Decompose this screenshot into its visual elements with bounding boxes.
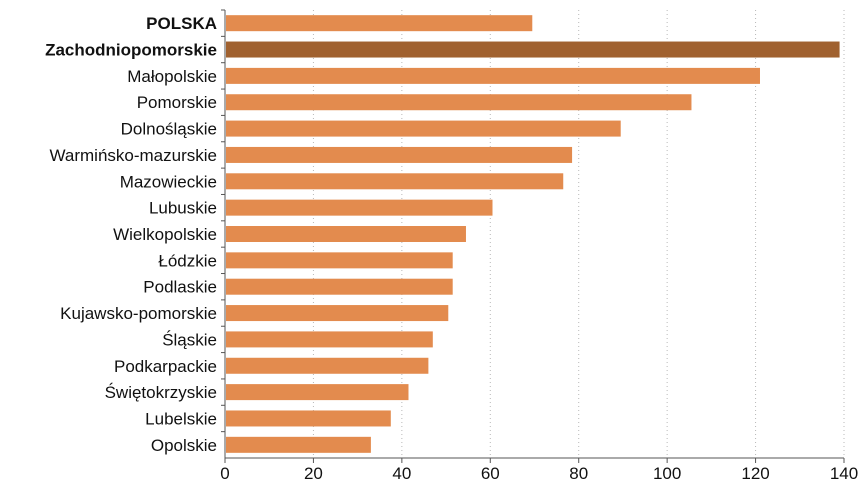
category-label: Łódzkie <box>158 251 217 270</box>
x-tick-label: 140 <box>830 464 858 483</box>
bar <box>226 94 692 111</box>
x-tick-label: 40 <box>392 464 411 483</box>
category-label: Podlaskie <box>143 278 217 297</box>
category-labels: POLSKA Zachodniopomorskie Małopolskie Pomor… <box>45 14 217 455</box>
bar <box>226 67 760 84</box>
x-tick-label: 120 <box>741 464 769 483</box>
category-label: Zachodniopomorskie <box>45 41 217 60</box>
x-tick-label: 60 <box>481 464 500 483</box>
category-label: Kujawsko-pomorskie <box>60 304 217 323</box>
bar <box>226 410 391 427</box>
x-tick-labels: 0 20 40 60 80 100 120 140 <box>220 464 858 483</box>
bar <box>226 436 371 453</box>
bar <box>226 199 493 216</box>
bars <box>226 15 840 453</box>
category-label: Lubelskie <box>145 409 217 428</box>
category-label: POLSKA <box>146 14 217 33</box>
category-label: Świętokrzyskie <box>105 383 217 402</box>
bar <box>226 120 621 137</box>
bar <box>226 278 453 295</box>
x-tick-label: 0 <box>220 464 229 483</box>
category-label: Małopolskie <box>127 67 217 86</box>
bar <box>226 41 840 58</box>
x-tick-label: 80 <box>569 464 588 483</box>
category-label: Śląskie <box>162 330 217 349</box>
bar <box>226 357 429 374</box>
category-label: Podkarpackie <box>114 357 217 376</box>
category-label: Dolnośląskie <box>121 120 217 139</box>
category-label: Pomorskie <box>137 93 217 112</box>
bar <box>226 146 573 163</box>
bar <box>226 305 449 322</box>
x-tick-label: 20 <box>304 464 323 483</box>
bar <box>226 384 409 401</box>
bar <box>226 331 433 348</box>
bar <box>226 252 453 269</box>
category-label: Lubuskie <box>149 199 217 218</box>
category-label: Opolskie <box>151 436 217 455</box>
bar <box>226 173 564 190</box>
category-label: Mazowieckie <box>120 172 217 191</box>
x-tick-label: 100 <box>653 464 681 483</box>
bar <box>226 226 466 242</box>
category-label: Wielkopolskie <box>113 225 217 244</box>
axes <box>221 9 845 463</box>
bar <box>226 15 533 32</box>
category-label: Warmińsko-mazurskie <box>49 146 217 165</box>
